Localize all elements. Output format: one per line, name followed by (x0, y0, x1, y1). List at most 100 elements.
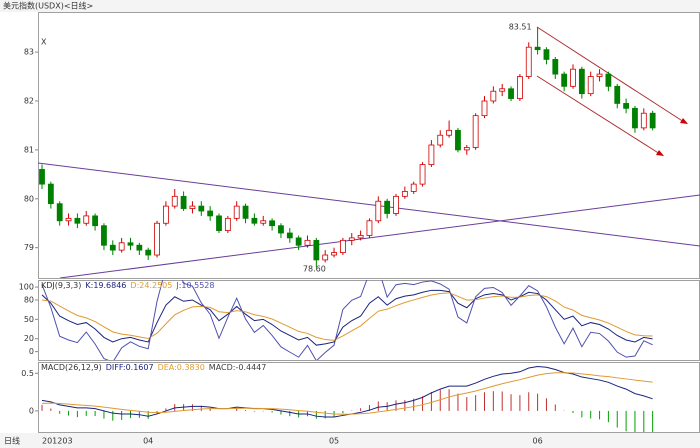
candle-body (472, 115, 479, 148)
panel-header: MACD(26,12,9) DIFF:0.1607 DEA:0.3830 MACD:-… (41, 363, 266, 372)
legend-entry: K:19.6846 (85, 281, 126, 290)
y-tick-label: 20 (24, 334, 34, 343)
y-tick-label: 0.5 (21, 369, 34, 378)
chart-title: 美元指数(USDX)<日线> (3, 1, 93, 11)
x-tick-label: 06 (533, 437, 543, 446)
candle-body (401, 191, 408, 197)
candle-body (65, 217, 72, 222)
candle-body (216, 215, 222, 231)
trend-line (59, 194, 700, 278)
candle-body (278, 225, 284, 234)
candle-body (198, 205, 205, 212)
candle-body (145, 249, 152, 256)
panel-header: KDJ(9,3,3) K:19.6846 D:24.2505 J:10.5528 (41, 281, 214, 290)
candle-body (366, 220, 373, 236)
y-tick-label: 82 (24, 96, 34, 105)
y-tick-label: 80 (24, 296, 34, 305)
candle-body (56, 203, 63, 222)
candle-body (490, 90, 497, 102)
candle-body (162, 205, 169, 224)
series-line (41, 280, 653, 360)
candle-body (623, 103, 629, 109)
candle-body (348, 237, 355, 241)
y-tick-label: 80 (24, 194, 34, 203)
candle-body (446, 129, 453, 136)
candle-body (455, 129, 461, 151)
axis-unit: X (41, 38, 47, 47)
candle-body (570, 68, 576, 87)
arrow-head (680, 118, 688, 124)
title-bar (0, 0, 700, 12)
candle-body (481, 100, 488, 117)
candle-body (543, 49, 550, 60)
candle-body (410, 183, 417, 192)
price-layer (39, 27, 656, 268)
candle-body (118, 242, 125, 251)
y-tick-label: 50 (24, 315, 34, 324)
legend-entry: D:24.2505 (130, 281, 172, 290)
candle-body (189, 205, 196, 209)
candle-body (154, 222, 160, 256)
candle-body (552, 59, 559, 75)
legend-entry: DEA:0.3830 (158, 363, 205, 372)
legend-entry: MACD:-0.4447 (209, 363, 267, 372)
candle-body (375, 200, 382, 222)
candle-body (322, 254, 329, 261)
candle-body (47, 183, 54, 205)
trend-line (38, 162, 700, 247)
x-tick-label: 201203 (42, 437, 73, 446)
candle-body (136, 244, 143, 251)
legend-entry: DIFF:0.1607 (106, 363, 154, 372)
series-line (41, 372, 653, 415)
candle-body (561, 73, 568, 87)
legend-entry: J:10.5528 (175, 281, 214, 290)
candle-body (517, 76, 523, 99)
y-tick-label: 0 (29, 406, 34, 415)
candle-body (419, 164, 426, 185)
y-tick-label: 83 (24, 48, 34, 57)
candle-body (384, 200, 391, 214)
series-line (41, 292, 653, 341)
candle-body (525, 46, 532, 77)
candle-body (242, 205, 249, 219)
time-axis-bar (0, 433, 700, 448)
candle-body (83, 215, 90, 224)
candle-body (393, 195, 399, 214)
series-line (41, 289, 653, 346)
candle-body (74, 217, 81, 224)
candle-body (596, 73, 603, 77)
annotation: 83.51 (509, 23, 532, 32)
candle-body (304, 239, 311, 246)
candle-body (578, 68, 585, 95)
candle-body (632, 107, 638, 129)
candle-body (224, 217, 231, 231)
candle-body (92, 215, 98, 227)
candle-body (428, 144, 435, 165)
arrow-head (656, 150, 664, 156)
candle-body (127, 242, 134, 246)
annotation: 78.60 (303, 265, 326, 274)
candle-body (286, 232, 293, 239)
candle-body (339, 239, 346, 253)
candle-body (508, 88, 514, 99)
candle-body (649, 112, 656, 129)
x-tick-label: 05 (329, 437, 339, 446)
candle-body (260, 220, 267, 224)
y-tick-label: 0 (29, 347, 34, 356)
candle-body (295, 237, 302, 246)
candle-body (180, 195, 187, 209)
channel-line (536, 75, 661, 155)
y-tick-label: 81 (24, 145, 34, 154)
candle-body (357, 235, 364, 239)
indicator-name: MACD(26,12,9) (41, 363, 102, 372)
candle-body (101, 225, 107, 246)
candle-body (437, 134, 444, 146)
macd-layer (41, 366, 654, 432)
candle-body (587, 76, 594, 95)
candle-body (331, 252, 337, 256)
candle-body (313, 239, 320, 261)
candle-body (614, 85, 621, 104)
candle-body (605, 73, 612, 87)
drawings (38, 26, 700, 278)
